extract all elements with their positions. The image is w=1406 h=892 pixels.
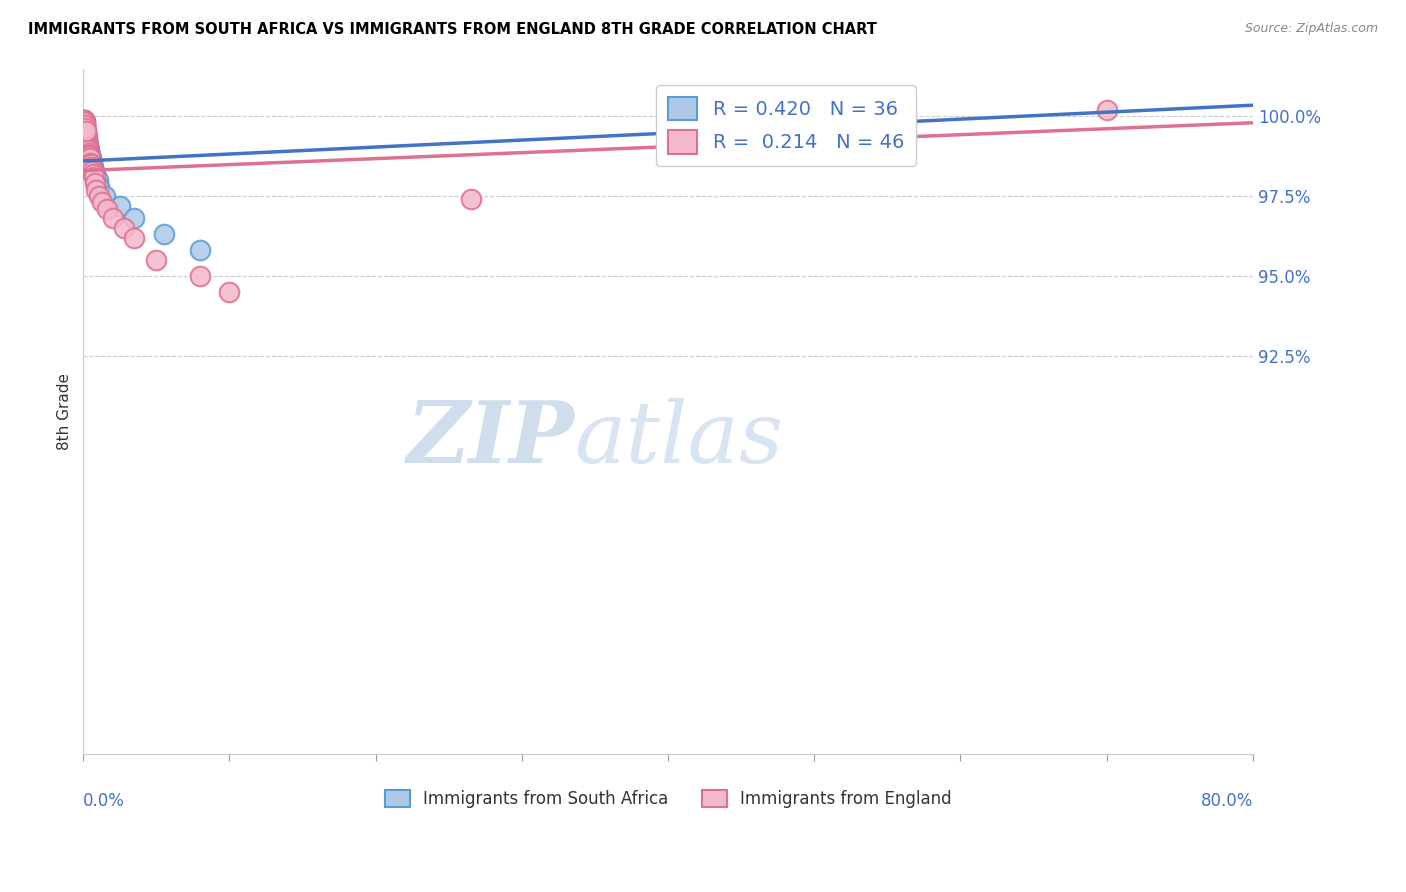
Point (82, 161, 104, 175)
Point (76, 138, 98, 153)
Point (73, 120, 96, 135)
Point (76, 138, 98, 153)
Point (77, 146, 100, 161)
Point (460, 192, 482, 206)
Point (124, 211, 146, 226)
Point (79, 147, 101, 161)
Point (1095, 103, 1118, 117)
Point (75, 131, 97, 145)
Legend: Immigrants from South Africa, Immigrants from England: Immigrants from South Africa, Immigrants… (378, 783, 957, 814)
Point (73, 117, 96, 131)
Y-axis label: 8th Grade: 8th Grade (58, 373, 72, 450)
Text: atlas: atlas (575, 398, 783, 480)
Point (75, 124, 97, 138)
Point (96, 202, 118, 216)
Point (77, 143, 100, 157)
Point (75, 125, 97, 139)
Point (75, 121, 97, 136)
Point (79, 157, 101, 171)
Point (73, 114, 96, 128)
Point (145, 252, 167, 267)
Point (76, 136, 98, 151)
Point (77, 141, 100, 155)
Point (73, 116, 96, 130)
Point (108, 199, 131, 213)
Point (73, 113, 96, 128)
Point (101, 211, 124, 226)
Point (218, 285, 240, 299)
Point (75, 120, 97, 135)
Point (77, 139, 100, 153)
Point (75, 127, 97, 141)
Point (77, 147, 100, 161)
Point (188, 244, 211, 258)
Point (73, 116, 96, 130)
Point (112, 221, 135, 235)
Point (89, 189, 111, 203)
Point (75, 128, 97, 143)
Text: IMMIGRANTS FROM SOUTH AFRICA VS IMMIGRANTS FROM ENGLAND 8TH GRADE CORRELATION CH: IMMIGRANTS FROM SOUTH AFRICA VS IMMIGRAN… (28, 22, 877, 37)
Point (76, 139, 98, 153)
Text: 0.0%: 0.0% (83, 792, 125, 810)
Point (73, 118, 96, 132)
Point (152, 227, 174, 242)
Point (79, 149, 101, 163)
Point (83, 163, 105, 178)
Point (79, 146, 101, 161)
Point (73, 114, 96, 128)
Point (73, 122, 96, 136)
Point (832, 106, 855, 120)
Point (76, 133, 98, 147)
Point (79, 151, 101, 165)
Point (75, 127, 97, 141)
Point (75, 125, 97, 139)
Text: ZIP: ZIP (406, 397, 575, 481)
Text: Source: ZipAtlas.com: Source: ZipAtlas.com (1244, 22, 1378, 36)
Point (73, 112, 96, 127)
Point (86, 183, 108, 197)
Point (188, 268, 211, 283)
Point (76, 133, 98, 147)
Point (79, 151, 101, 165)
Point (84, 167, 107, 181)
Text: 80.0%: 80.0% (1201, 792, 1253, 810)
Point (73, 112, 96, 127)
Point (76, 130, 98, 145)
Point (77, 143, 100, 157)
Point (91, 195, 114, 210)
Point (86, 169, 108, 184)
Point (73, 119, 96, 133)
Point (80, 163, 103, 178)
Point (83, 169, 105, 184)
Point (82, 167, 104, 181)
Point (76, 135, 98, 149)
Point (77, 141, 100, 155)
Point (76, 136, 98, 151)
Point (89, 179, 111, 194)
Point (84, 177, 107, 191)
Point (80, 157, 103, 171)
Point (124, 230, 146, 244)
Point (77, 145, 100, 159)
Point (75, 122, 97, 136)
Point (79, 149, 101, 163)
Point (73, 115, 96, 129)
Point (80, 153, 103, 167)
Point (73, 119, 96, 133)
Point (80, 161, 103, 175)
Point (94, 189, 117, 203)
Point (75, 128, 97, 143)
Point (87, 173, 110, 187)
Point (76, 135, 98, 149)
Point (79, 155, 101, 169)
